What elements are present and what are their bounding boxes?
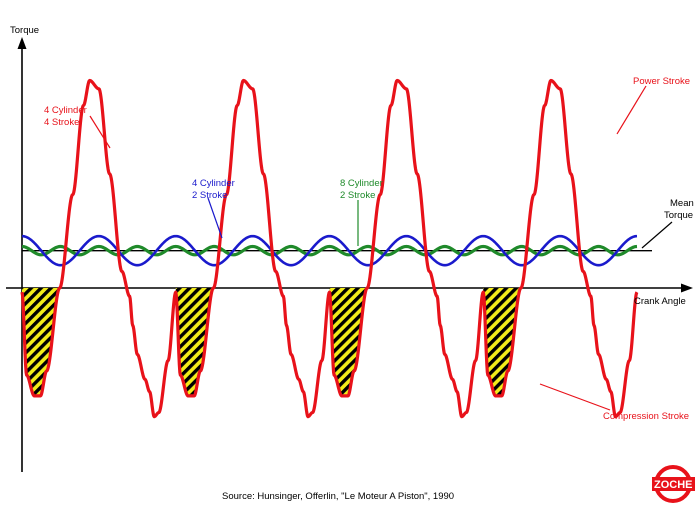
compression-area-1 [22, 288, 60, 396]
mean-torque-label-line2: Torque [664, 210, 693, 221]
power-stroke-leader [616, 85, 647, 135]
compression-stroke-leader [539, 383, 611, 411]
mean-torque-label-line1: Mean [670, 198, 694, 209]
compression-area-2 [175, 288, 214, 396]
mean-torque-leader [641, 221, 673, 249]
compression-stroke-label: Compression Stroke [603, 411, 689, 422]
compression-area-4 [483, 288, 521, 396]
series-lines [20, 78, 652, 419]
red-label-leader [89, 115, 111, 149]
series-line-4-cylinder-2-stroke [21, 234, 638, 267]
y-axis-arrow [17, 37, 27, 49]
y-axis-label: Torque [10, 25, 39, 36]
blue-series-label-line1: 4 Cylinder [192, 178, 235, 189]
series-line-4-cylinder-4-stroke [20, 78, 639, 419]
blue-label-leader [207, 197, 223, 239]
source-citation: Source: Hunsinger, Offerlin, "Le Moteur … [222, 491, 454, 502]
zoche-logo: ZOCHE [652, 465, 695, 503]
logo-text: ZOCHE [654, 479, 693, 491]
blue-series-label-line2: 2 Stroke [192, 190, 227, 201]
logo-band [652, 477, 695, 491]
red-series-label-line2: 4 Stroke [44, 117, 79, 128]
x-axis-arrow [681, 283, 693, 293]
green-series-label-line1: 8 Cylinder [340, 178, 383, 189]
compression-area-3 [329, 288, 368, 396]
red-series-label-line1: 4 Cylinder [44, 105, 87, 116]
compression-areas [22, 288, 521, 396]
power-stroke-label: Power Stroke [633, 76, 690, 87]
series-line-8-cylinder-2-stroke [21, 244, 638, 257]
x-axis-label: Crank Angle [634, 296, 686, 307]
green-series-label-line2: 2 Stroke [340, 190, 375, 201]
